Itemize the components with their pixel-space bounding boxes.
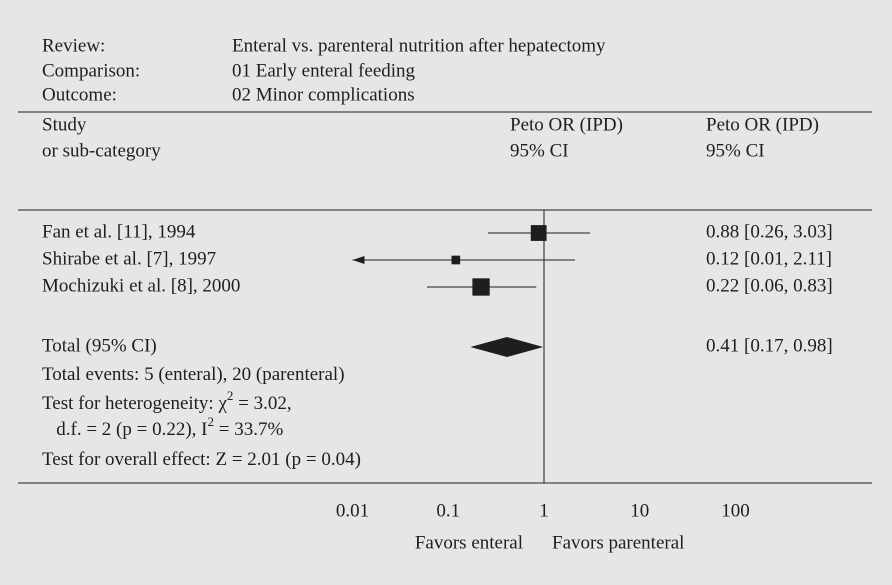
note: Test for heterogeneity: χ2 = 3.02, (42, 388, 292, 414)
comparison: 01 Early enteral feeding (232, 60, 416, 81)
study-name: Shirabe et al. [7], 1997 (42, 248, 216, 269)
note-part: = 33.7% (214, 419, 283, 440)
note-part: 2 (208, 414, 215, 429)
ci-arrow (352, 256, 365, 264)
column-header: Peto OR (IPD) (706, 114, 819, 135)
favors-right: Favors parenteral (552, 532, 684, 553)
column-header: Study (42, 114, 87, 135)
comparison-label: Comparison: (42, 60, 140, 81)
study-box (472, 278, 490, 296)
column-header: Peto OR (IPD) (510, 114, 623, 135)
x-tick-label: 1 (539, 500, 549, 521)
study-box (451, 255, 461, 265)
outcome: 02 Minor complications (232, 84, 415, 105)
note: Test for overall effect: Z = 2.01 (p = 0… (42, 449, 361, 470)
note-part: = 3.02, (233, 393, 291, 414)
x-tick-label: 0.01 (336, 500, 369, 521)
total-estimate: 0.41 [0.17, 0.98] (706, 335, 833, 356)
review: Enteral vs. parenteral nutrition after h… (232, 35, 606, 56)
review-label: Review: (42, 35, 105, 56)
study-estimate: 0.88 [0.26, 3.03] (706, 221, 833, 242)
x-tick-label: 0.1 (436, 500, 460, 521)
note-part: d.f. = 2 (p = 0.22), I (42, 419, 208, 440)
x-tick-label: 100 (721, 500, 750, 521)
favors-left: Favors enteral (415, 532, 523, 553)
column-header: 95% CI (510, 140, 569, 161)
outcome-label: Outcome: (42, 84, 117, 105)
x-tick-label: 10 (630, 500, 649, 521)
total-name: Total (95% CI) (42, 335, 157, 356)
study-estimate: 0.22 [0.06, 0.83] (706, 275, 833, 296)
note-part: 2 (227, 388, 234, 403)
total-diamond (470, 337, 544, 357)
note: d.f. = 2 (p = 0.22), I2 = 33.7% (42, 414, 283, 440)
study-name: Mochizuki et al. [8], 2000 (42, 275, 240, 296)
study-box (530, 225, 547, 241)
column-header: 95% CI (706, 140, 765, 161)
note-part: Total events: 5 (enteral), 20 (parentera… (42, 364, 345, 385)
note: Total events: 5 (enteral), 20 (parentera… (42, 364, 345, 385)
study-estimate: 0.12 [0.01, 2.11] (706, 248, 832, 269)
column-header: or sub-category (42, 140, 161, 161)
note-part: Test for heterogeneity: χ (42, 393, 227, 414)
note-part: Test for overall effect: Z = 2.01 (p = 0… (42, 449, 361, 470)
study-name: Fan et al. [11], 1994 (42, 221, 196, 242)
